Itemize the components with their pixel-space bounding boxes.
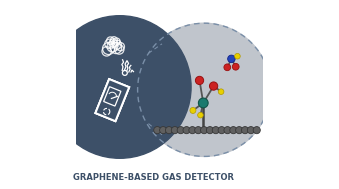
Circle shape (230, 127, 237, 134)
Circle shape (236, 127, 243, 134)
Circle shape (171, 127, 178, 134)
Circle shape (235, 53, 240, 59)
Circle shape (218, 89, 224, 94)
Text: GRAPHENE-BASED GAS DETECTOR: GRAPHENE-BASED GAS DETECTOR (73, 173, 234, 182)
Circle shape (232, 63, 239, 70)
Circle shape (218, 127, 225, 134)
Circle shape (177, 127, 184, 134)
Circle shape (165, 127, 173, 134)
Circle shape (122, 70, 127, 75)
Polygon shape (95, 79, 129, 121)
Circle shape (253, 127, 260, 134)
Circle shape (224, 127, 231, 134)
Circle shape (198, 98, 208, 108)
Circle shape (48, 16, 191, 158)
Circle shape (160, 127, 167, 134)
Polygon shape (95, 79, 129, 121)
Circle shape (198, 112, 203, 118)
Circle shape (228, 55, 235, 63)
Circle shape (154, 127, 161, 134)
Circle shape (189, 127, 196, 134)
Circle shape (212, 127, 219, 134)
Polygon shape (104, 87, 121, 106)
Circle shape (138, 23, 271, 156)
Circle shape (190, 107, 196, 113)
Circle shape (210, 82, 218, 90)
Circle shape (195, 127, 202, 134)
Circle shape (241, 127, 248, 134)
Circle shape (201, 127, 208, 134)
Circle shape (247, 127, 255, 134)
Circle shape (206, 127, 214, 134)
Circle shape (195, 76, 204, 84)
Polygon shape (95, 79, 129, 121)
Circle shape (183, 127, 190, 134)
Circle shape (224, 64, 231, 71)
